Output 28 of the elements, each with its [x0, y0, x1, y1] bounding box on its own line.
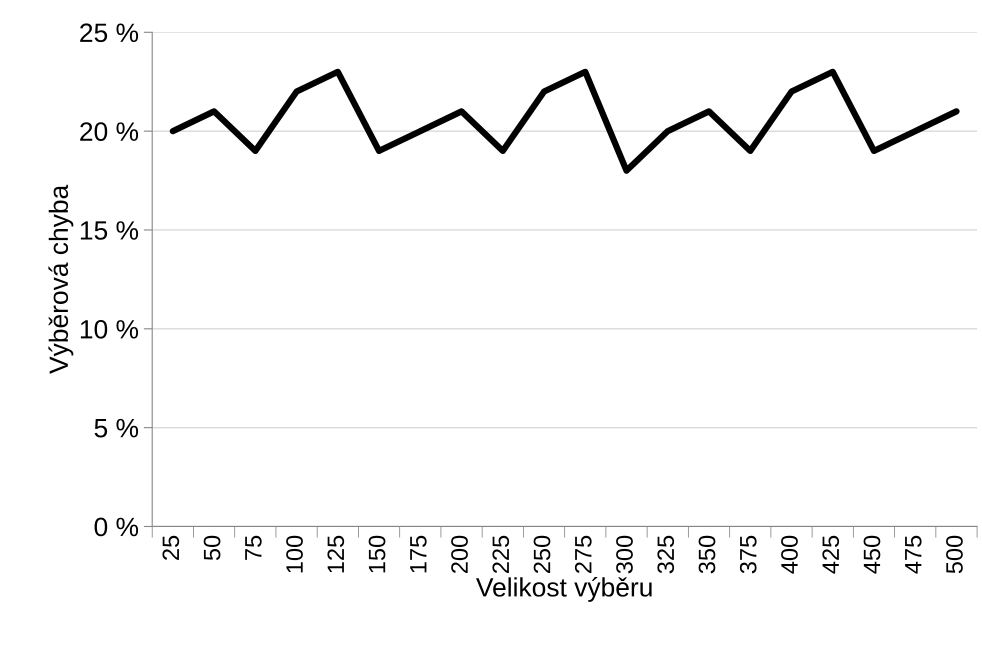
x-tick-label: 125	[327, 536, 344, 572]
y-tick-label: 0 %	[94, 518, 138, 536]
y-tick-label: 10 %	[80, 320, 138, 339]
x-tick-label: 500	[946, 536, 963, 574]
x-tick-label: 300	[616, 536, 633, 574]
x-tick-label: 400	[781, 536, 798, 574]
x-tick-label: 150	[368, 536, 386, 572]
x-tick-label: 475	[905, 536, 922, 574]
x-tick-label: 225	[492, 536, 510, 574]
y-tick-label: 25 %	[80, 23, 138, 42]
x-tick-label: 275	[574, 536, 592, 574]
y-axis-title: Výběrová chyba	[48, 184, 74, 374]
x-tick-label: 200	[451, 536, 468, 574]
x-tick-label: 350	[698, 536, 716, 574]
y-tick-label: 20 %	[80, 122, 138, 141]
x-axis-title: Velikost výběru	[476, 576, 652, 602]
x-tick-label: 325	[657, 536, 674, 574]
x-tick-label: 50	[204, 536, 220, 560]
x-tick-label: 450	[864, 536, 880, 574]
x-tick-label: 425	[822, 536, 840, 574]
x-tick-label: 175	[410, 536, 427, 572]
x-tick-label: 100	[286, 536, 303, 572]
x-tick-label: 25	[162, 536, 180, 560]
y-tick-label: 15 %	[80, 221, 138, 240]
y-tick-label: 5 %	[94, 418, 138, 438]
x-tick-label: 250	[534, 536, 550, 574]
x-tick-label: 375	[740, 536, 757, 574]
x-tick-label: 75	[245, 536, 262, 560]
